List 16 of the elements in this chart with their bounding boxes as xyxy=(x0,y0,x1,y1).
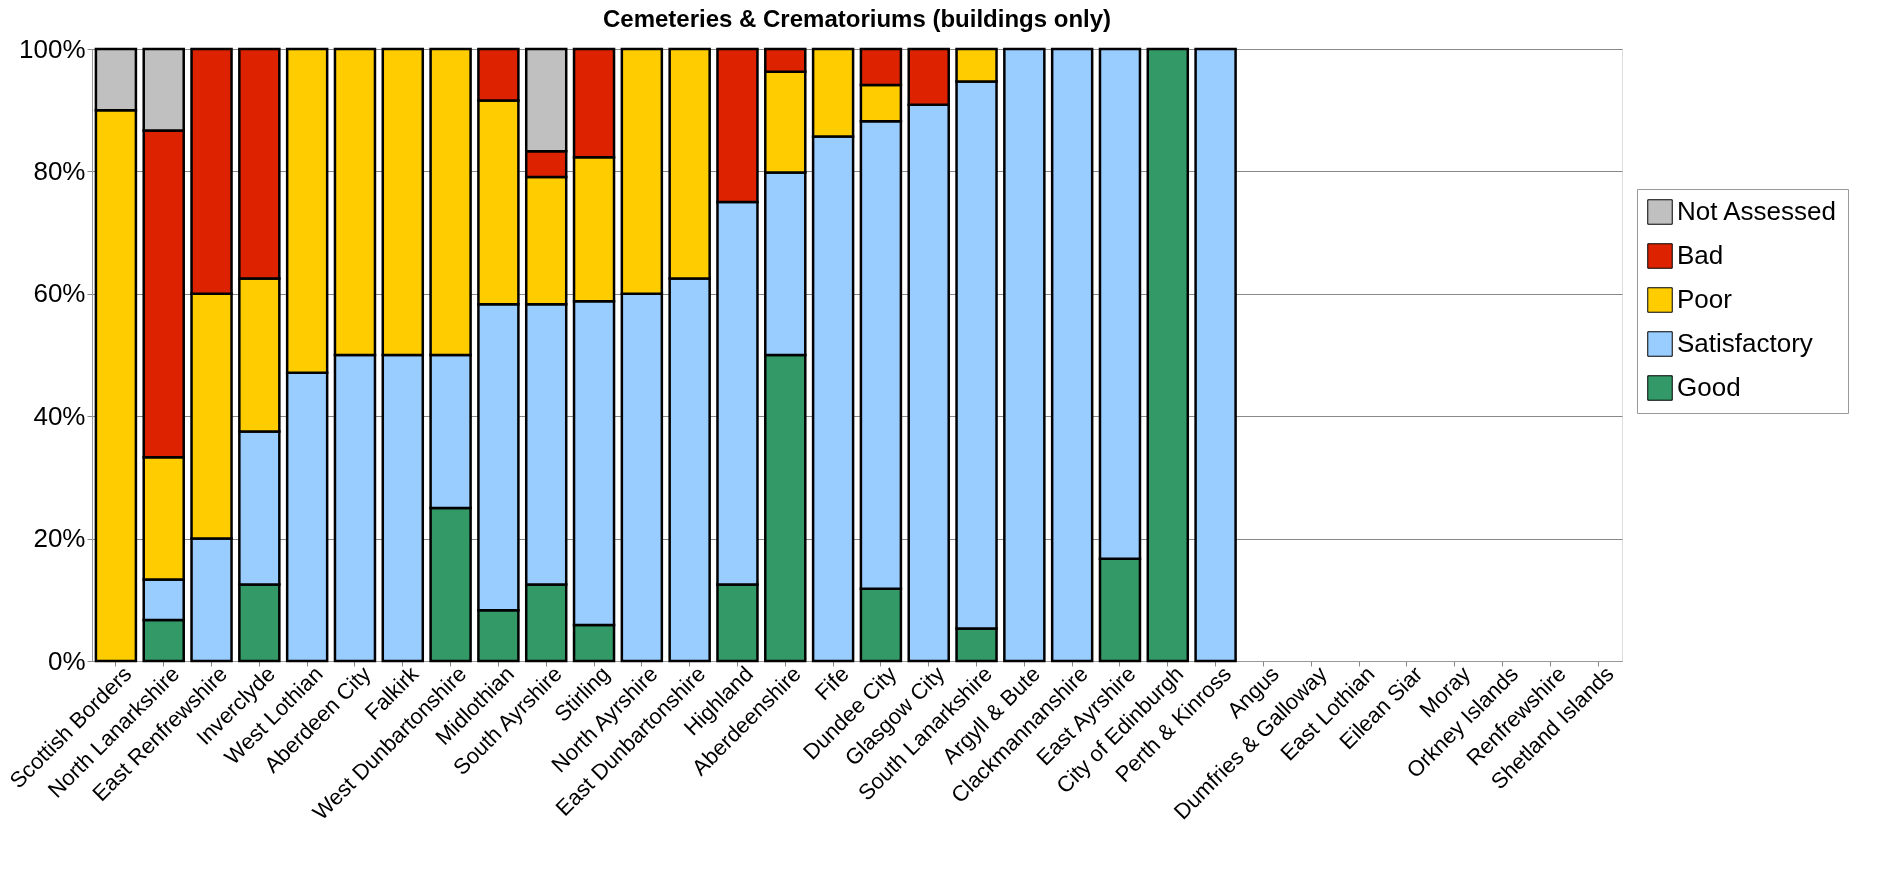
bar xyxy=(1003,47,1046,663)
legend-label: Poor xyxy=(1677,284,1733,314)
y-tick-label: 40% xyxy=(33,400,86,431)
chart-title: Cemeteries & Crematoriums (buildings only) xyxy=(602,5,1112,32)
legend-label: Satisfactory xyxy=(1677,328,1813,358)
y-tick-label: 0% xyxy=(47,645,86,676)
bar xyxy=(1194,47,1237,663)
y-tick-label: 20% xyxy=(33,523,86,554)
y-tick-label: 60% xyxy=(33,278,86,309)
bar xyxy=(1146,47,1190,663)
y-tick-label: 80% xyxy=(33,155,86,186)
y-tick-label: 100% xyxy=(19,33,86,64)
bar xyxy=(1050,47,1094,663)
legend-label: Bad xyxy=(1677,240,1724,270)
legend-label: Not Assessed xyxy=(1677,196,1836,226)
legend-label: Good xyxy=(1677,372,1741,402)
